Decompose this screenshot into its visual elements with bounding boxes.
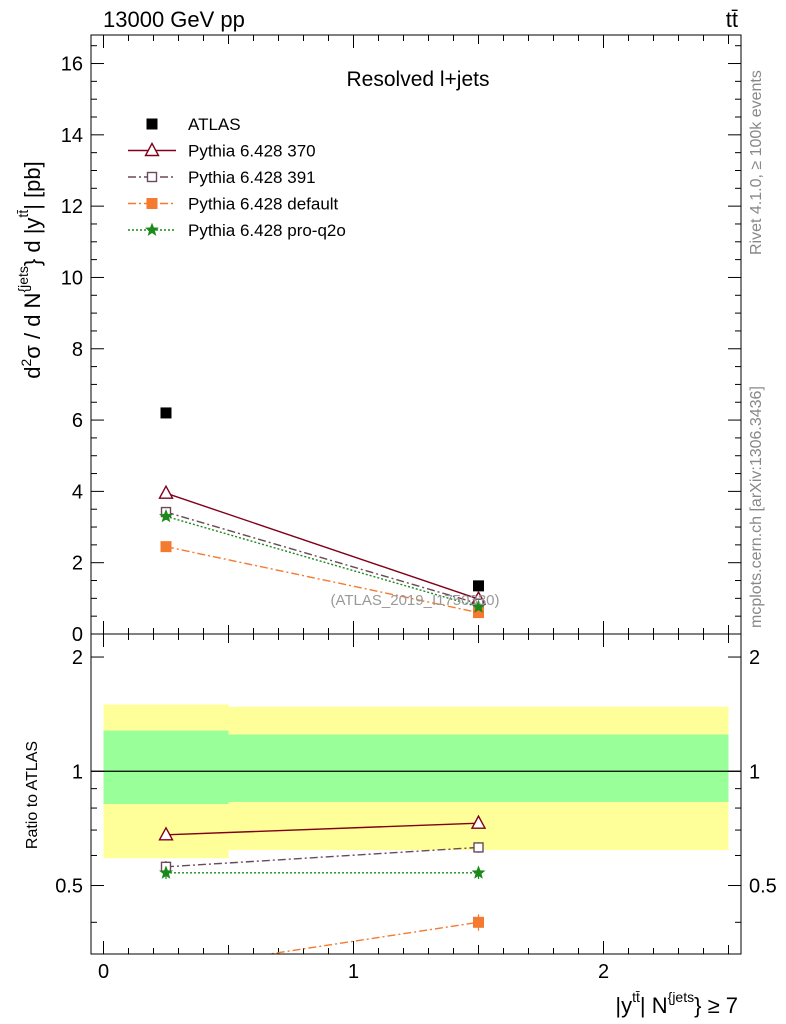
main-line-2 bbox=[165, 511, 479, 605]
ratio-series-marks bbox=[158, 814, 487, 975]
ratio-y-tick-label-right: 0.5 bbox=[749, 876, 777, 898]
main-point-4-1 bbox=[471, 599, 486, 613]
main-point-3-0 bbox=[160, 541, 172, 553]
svg-text:|ytt̄| N{jets} ≥ 7: |ytt̄| N{jets} ≥ 7 bbox=[615, 989, 738, 1018]
ratio-band-inner bbox=[103, 730, 229, 804]
ratio-panel: 0.5 0.5 1 1 2 2 0 1 2 Ratio to ATLAS |ytt̄| N{je… bbox=[24, 633, 777, 1018]
main-y-tick-label: 6 bbox=[72, 410, 83, 432]
main-title: Resolved l+jets bbox=[347, 68, 490, 91]
main-series-marks bbox=[158, 407, 487, 619]
legend-label: Pythia 6.428 default bbox=[188, 195, 339, 214]
main-panel: 0 2 4 6 8 10 12 14 16 Resolved l+jets (ATLAS_201… bbox=[15, 34, 742, 646]
ratio-y-axis-label: Ratio to ATLAS bbox=[24, 741, 41, 849]
legend-marker bbox=[146, 198, 158, 209]
main-y-tick-label: 2 bbox=[72, 553, 83, 575]
process-label: tt̄ bbox=[726, 7, 738, 32]
main-y-axis-label: d2σ / d N{jets} d |ytt̄| [pb] bbox=[15, 161, 45, 379]
main-point-4-0 bbox=[159, 509, 173, 523]
watermark-label: (ATLAS_2019_I1750330) bbox=[330, 592, 499, 609]
ratio-point-1-1 bbox=[473, 842, 484, 853]
main-line-3 bbox=[165, 545, 479, 614]
ratio-point-2-1 bbox=[473, 916, 484, 928]
ratio-point-2-0 bbox=[161, 964, 172, 975]
ratio-point-3-1 bbox=[471, 865, 486, 879]
ratio-line-1 bbox=[165, 846, 479, 868]
x-tick-label: 2 bbox=[598, 961, 609, 983]
main-point-0-1 bbox=[473, 580, 484, 592]
main-y-tick-label: 0 bbox=[72, 624, 83, 646]
main-ticks: 0 2 4 6 8 10 12 14 16 bbox=[61, 35, 741, 646]
ratio-bands bbox=[91, 704, 741, 859]
ratio-band-inner bbox=[228, 734, 729, 802]
energy-label: 13000 GeV pp bbox=[103, 7, 245, 32]
legend-marker bbox=[146, 118, 158, 130]
main-y-tick-label: 14 bbox=[61, 125, 83, 147]
x-axis-label: |ytt̄| N{jets} ≥ 7 bbox=[615, 989, 738, 1018]
svg-text:d2σ / d N{jets} d |ytt̄| [pb]: d2σ / d N{jets} d |ytt̄| [pb] bbox=[15, 161, 45, 379]
ratio-line-2 bbox=[264, 921, 479, 954]
mcplots-label: mcplots.cern.ch [arXiv:1306.3436] bbox=[748, 386, 765, 628]
legend: ATLAS Pythia 6.428 370 Pythia 6.428 391 Pyt… bbox=[128, 115, 346, 240]
ratio-y-tick-label: 2 bbox=[72, 647, 83, 669]
ratio-y-tick-label: 1 bbox=[72, 761, 83, 783]
main-point-0-0 bbox=[160, 407, 172, 419]
main-series-lines bbox=[165, 492, 479, 614]
legend-marker bbox=[145, 222, 159, 236]
legend-label: ATLAS bbox=[188, 115, 241, 134]
legend-marker bbox=[146, 171, 158, 183]
legend-label: Pythia 6.428 391 bbox=[188, 168, 316, 187]
ratio-point-3-0 bbox=[159, 865, 173, 879]
legend-label: Pythia 6.428 pro-q2o bbox=[188, 221, 346, 240]
ratio-point-0-1 bbox=[470, 814, 487, 829]
main-y-tick-label: 8 bbox=[72, 339, 83, 361]
x-tick-label: 0 bbox=[98, 961, 109, 983]
ratio-point-0-0 bbox=[158, 826, 174, 841]
x-tick-label: 1 bbox=[348, 961, 359, 983]
main-y-tick-label: 4 bbox=[72, 481, 83, 503]
main-y-tick-label: 16 bbox=[61, 54, 83, 76]
main-point-3-1 bbox=[473, 607, 484, 619]
main-point-1-0 bbox=[158, 484, 174, 499]
ratio-y-tick-label: 0.5 bbox=[55, 876, 83, 898]
ratio-ticks: 0.5 0.5 1 1 2 2 0 1 2 bbox=[55, 634, 777, 983]
ratio-y-tick-label-right: 2 bbox=[749, 647, 760, 669]
ratio-frame bbox=[90, 633, 742, 955]
main-y-tick-label: 10 bbox=[61, 267, 83, 289]
ratio-series-lines bbox=[165, 822, 479, 954]
main-line-1 bbox=[165, 492, 479, 600]
ratio-line-0 bbox=[165, 822, 479, 836]
legend-marker bbox=[144, 142, 160, 157]
ratio-y-tick-label-right: 1 bbox=[749, 761, 760, 783]
legend-label: Pythia 6.428 370 bbox=[188, 142, 316, 161]
rivet-version-label: Rivet 4.1.0, ≥ 100k events bbox=[748, 70, 765, 255]
main-y-tick-label: 12 bbox=[61, 196, 83, 218]
